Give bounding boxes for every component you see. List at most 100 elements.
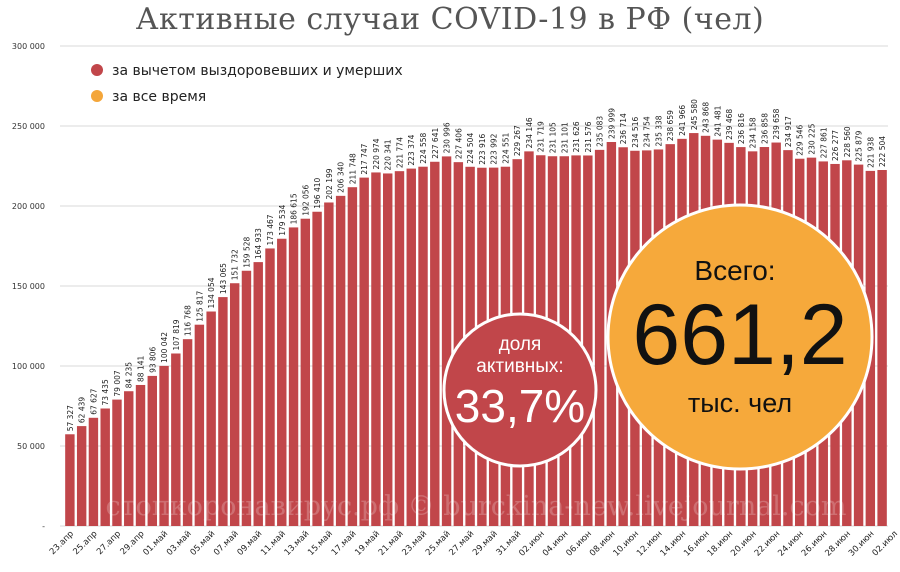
data-label: 224 558 xyxy=(419,132,428,163)
x-tick-label: 07.май xyxy=(212,529,241,558)
data-label: 239 999 xyxy=(607,108,616,139)
y-tick-label: 200 000 xyxy=(12,202,45,211)
data-label: 164 933 xyxy=(254,228,263,259)
data-label: 228 560 xyxy=(843,126,852,157)
data-label: 107 819 xyxy=(172,319,181,350)
y-axis-ticks: - 50 000 100 000 150 000 200 000 250 000 300 0… xyxy=(12,42,45,531)
bar xyxy=(229,283,240,526)
x-tick-label: 19.май xyxy=(353,529,382,558)
data-label: 159 528 xyxy=(242,237,251,268)
legend-marker-active xyxy=(91,64,103,76)
data-label: 202 199 xyxy=(325,168,334,199)
x-tick-label: 29.май xyxy=(471,529,500,558)
data-label: 192 056 xyxy=(301,184,310,215)
data-label: 221 938 xyxy=(866,137,875,168)
data-label: 206 340 xyxy=(337,162,346,193)
bar xyxy=(335,195,346,526)
data-label: 231 626 xyxy=(572,121,581,152)
active-share-line2: активных: xyxy=(476,356,563,377)
bar xyxy=(430,161,440,526)
data-label: 230 225 xyxy=(807,123,816,154)
data-label: 236 816 xyxy=(737,113,746,144)
bar xyxy=(359,177,369,526)
bar xyxy=(265,248,275,526)
data-label: 224 504 xyxy=(466,133,475,164)
bar xyxy=(418,166,428,526)
data-label: 220 341 xyxy=(384,139,393,170)
data-label: 217 747 xyxy=(360,143,369,174)
data-label: 224 551 xyxy=(501,132,510,163)
data-label: 227 406 xyxy=(454,128,463,159)
x-tick-label: 25.май xyxy=(424,529,453,558)
y-tick-label: 100 000 xyxy=(12,362,45,371)
data-label: 227 861 xyxy=(819,127,828,158)
bar xyxy=(159,365,169,526)
data-label: 134 054 xyxy=(207,277,216,308)
x-tick-label: 13.май xyxy=(283,529,312,558)
bar xyxy=(194,324,205,526)
data-label: 223 916 xyxy=(478,133,487,164)
bar xyxy=(241,270,252,526)
y-tick-label: 50 000 xyxy=(17,442,45,451)
data-label: 116 768 xyxy=(184,305,193,336)
data-label: 84 235 xyxy=(125,362,134,388)
y-tick-label: 300 000 xyxy=(12,42,45,51)
bar xyxy=(206,311,216,526)
data-label: 179 534 xyxy=(278,205,287,236)
data-label: 239 468 xyxy=(725,109,734,140)
data-label: 229 267 xyxy=(513,125,522,156)
data-label: 186 615 xyxy=(290,193,299,224)
data-label: 125 817 xyxy=(195,290,204,321)
bar xyxy=(147,375,157,526)
data-label: 211 748 xyxy=(348,153,357,184)
data-label: 173 467 xyxy=(266,214,275,245)
bar xyxy=(371,172,381,527)
data-label: 241 481 xyxy=(713,105,722,136)
data-label: 234 146 xyxy=(525,117,534,148)
x-tick-label: 23.май xyxy=(400,529,429,558)
bar xyxy=(76,426,87,526)
active-share-value: 33,7% xyxy=(455,380,585,432)
total-circle xyxy=(606,203,874,471)
total-line1: Всего: xyxy=(694,255,775,286)
x-tick-label: 17.май xyxy=(330,529,359,558)
bar xyxy=(100,408,110,526)
data-label: 239 658 xyxy=(772,108,781,139)
bar xyxy=(277,238,287,526)
data-label: 67 627 xyxy=(89,388,98,414)
y-tick-label: 150 000 xyxy=(12,282,45,291)
data-label: 231 105 xyxy=(549,122,558,153)
bar xyxy=(324,202,334,526)
x-tick-label: 09.май xyxy=(236,529,265,558)
x-axis-ticks: 23.апр25.апр27.апр29.апр01.май03.май05.м… xyxy=(48,529,900,559)
bar xyxy=(441,156,452,526)
data-label: 236 714 xyxy=(619,113,628,144)
x-tick-label: 02.июл xyxy=(871,529,900,558)
chart-title: Активные случаи COVID-19 в РФ (чел) xyxy=(135,2,765,37)
data-label: 231 576 xyxy=(584,121,593,152)
bar xyxy=(383,173,393,526)
bar xyxy=(124,391,134,526)
x-tick-label: 03.май xyxy=(165,529,194,558)
bar xyxy=(394,171,405,526)
bar xyxy=(65,434,75,526)
data-label: 234 754 xyxy=(643,116,652,147)
bar xyxy=(312,211,322,526)
x-tick-label: 27.апр xyxy=(95,529,123,557)
x-tick-label: 25.апр xyxy=(71,529,99,557)
data-label: 221 774 xyxy=(395,137,404,168)
data-label: 241 966 xyxy=(678,105,687,136)
data-label: 220 974 xyxy=(372,138,381,169)
data-label: 243 868 xyxy=(702,102,711,133)
active-share-line1: доля xyxy=(499,334,542,355)
data-label: 100 042 xyxy=(160,332,169,363)
data-label: 151 732 xyxy=(231,249,240,280)
data-label: 234 516 xyxy=(631,117,640,148)
x-tick-label: 01.май xyxy=(141,529,170,558)
x-tick-label: 15.май xyxy=(306,529,335,558)
bar xyxy=(288,227,299,526)
data-label: 73 435 xyxy=(101,379,110,405)
bar xyxy=(218,297,228,526)
x-tick-label: 11.май xyxy=(259,529,288,558)
